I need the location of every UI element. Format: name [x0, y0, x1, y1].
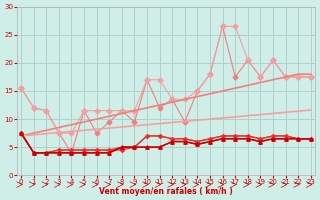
X-axis label: Vent moyen/en rafales ( km/h ): Vent moyen/en rafales ( km/h ): [99, 187, 233, 196]
